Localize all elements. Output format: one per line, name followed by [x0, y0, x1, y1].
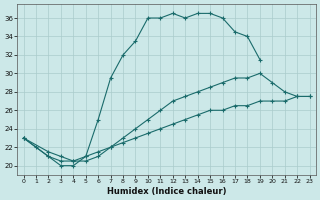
X-axis label: Humidex (Indice chaleur): Humidex (Indice chaleur)	[107, 187, 226, 196]
